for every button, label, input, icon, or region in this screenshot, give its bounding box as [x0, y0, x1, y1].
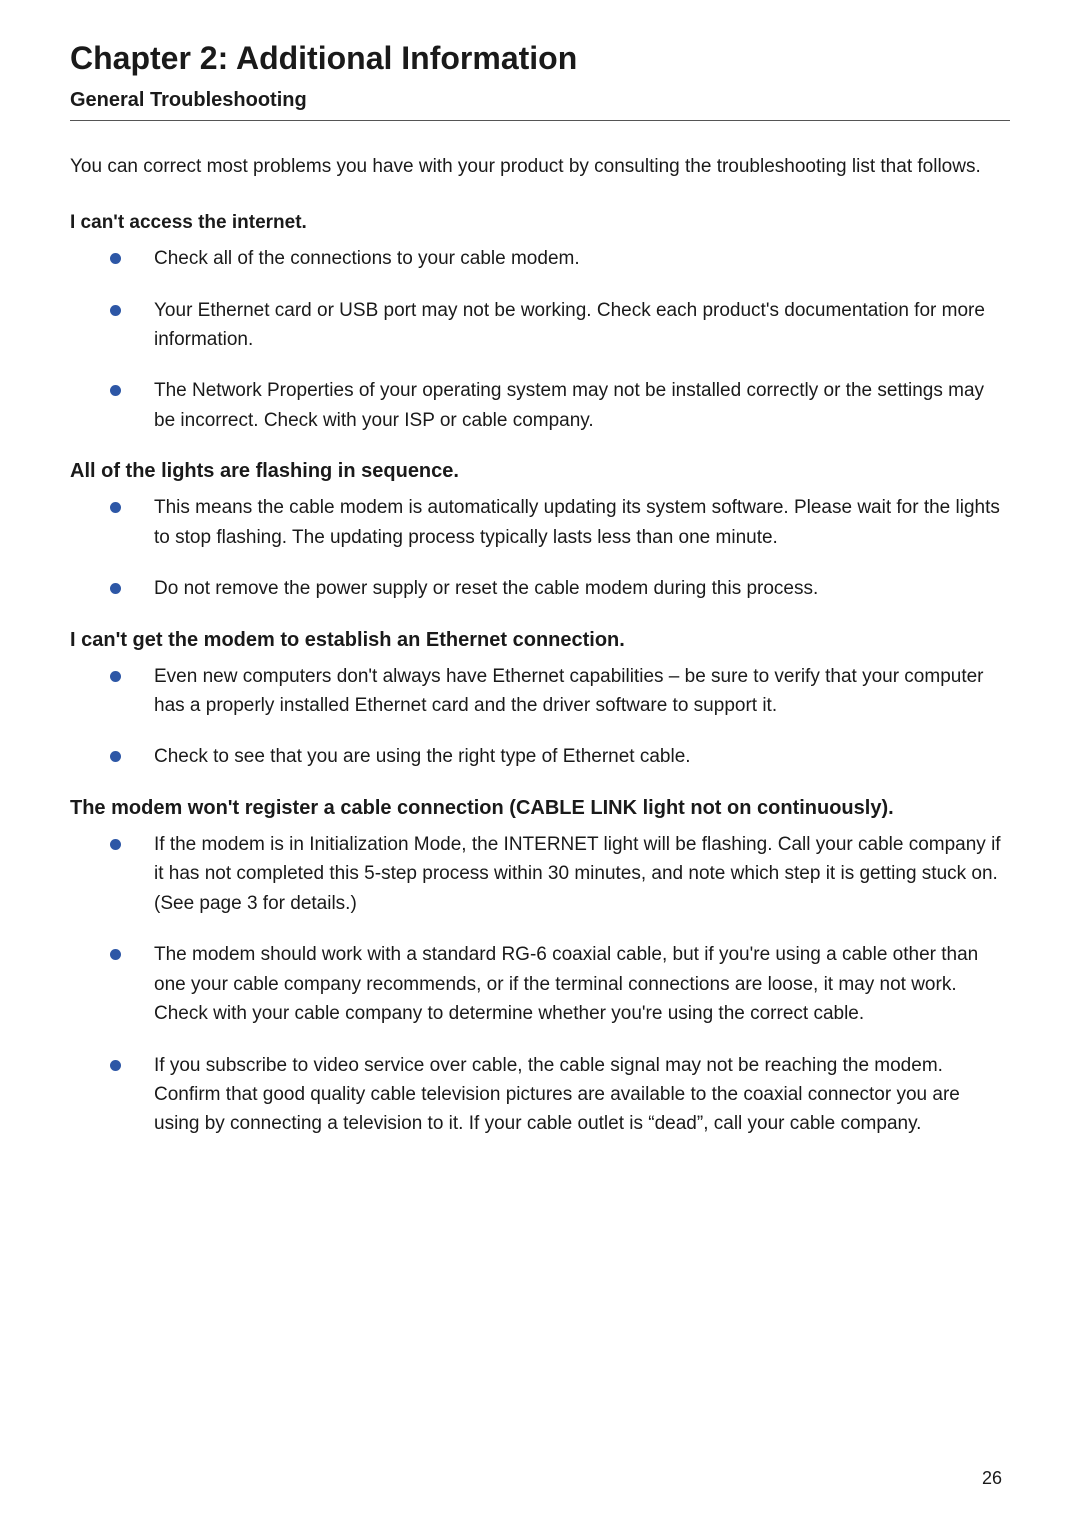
bullet-list: Check all of the connections to your cab… [70, 244, 1010, 435]
list-item: Do not remove the power supply or reset … [110, 574, 1010, 603]
group-heading: I can't get the modem to establish an Et… [70, 626, 1010, 654]
list-item: The Network Properties of your operating… [110, 376, 1010, 435]
document-page: Chapter 2: Additional Information Genera… [0, 0, 1080, 1221]
bullet-list: If the modem is in Initialization Mode, … [70, 830, 1010, 1139]
list-item: This means the cable modem is automatica… [110, 493, 1010, 552]
chapter-title: Chapter 2: Additional Information [70, 40, 1010, 77]
list-item: Even new computers don't always have Eth… [110, 662, 1010, 721]
list-item: Your Ethernet card or USB port may not b… [110, 296, 1010, 355]
group-heading: All of the lights are flashing in sequen… [70, 457, 1010, 485]
bullet-list: This means the cable modem is automatica… [70, 493, 1010, 603]
bullet-list: Even new computers don't always have Eth… [70, 662, 1010, 772]
list-item: If the modem is in Initialization Mode, … [110, 830, 1010, 918]
list-item: Check all of the connections to your cab… [110, 244, 1010, 273]
group-heading: I can't access the internet. [70, 210, 1010, 237]
group-heading: The modem won't register a cable connect… [70, 794, 1010, 822]
list-item: The modem should work with a standard RG… [110, 940, 1010, 1028]
section-title: General Troubleshooting [70, 89, 1010, 121]
intro-paragraph: You can correct most problems you have w… [70, 153, 1010, 182]
list-item: If you subscribe to video service over c… [110, 1051, 1010, 1139]
page-number: 26 [982, 1468, 1002, 1489]
list-item: Check to see that you are using the righ… [110, 742, 1010, 771]
